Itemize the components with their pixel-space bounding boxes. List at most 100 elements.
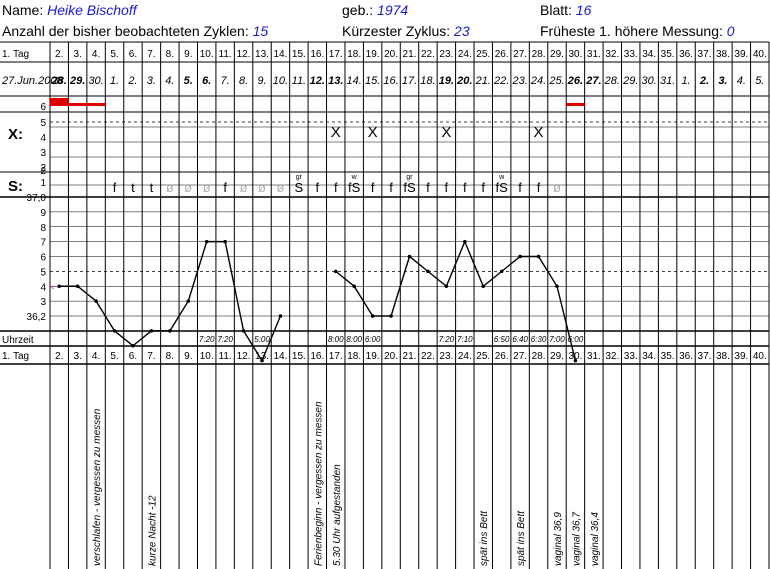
day-number-bottom: 21. [403, 351, 417, 362]
day-number-bottom: 31. [587, 351, 601, 362]
s-mark: f [389, 180, 393, 195]
time-value: 7:00 [549, 335, 565, 344]
date-cell: 24. [530, 75, 546, 87]
date-cell: 11. [292, 75, 306, 87]
date-cell: 4. [737, 75, 746, 87]
sheet-value: 16 [575, 2, 592, 18]
day-number: 3. [73, 49, 81, 60]
name-value: Heike Bischoff [47, 2, 137, 18]
s-mark: f [334, 180, 338, 195]
day-number: 37. [698, 49, 712, 60]
note-text: vaginal 36,9 [553, 512, 564, 566]
date-cell: 12. [310, 75, 325, 87]
time-value: 7:20 [439, 335, 455, 344]
day-number-bottom: 3. [73, 351, 81, 362]
day-number-bottom: 30. [568, 351, 582, 362]
day-number: 11. [219, 49, 232, 60]
day-number: 7. [147, 49, 155, 60]
x-level-label: 5 [40, 118, 46, 129]
sheet-field: Blatt: 16 [540, 2, 591, 18]
birth-label: geb.: [342, 2, 374, 18]
date-cell: 1. [110, 75, 119, 87]
date-cell: 30. [642, 75, 657, 87]
day-number-bottom: 2. [55, 351, 63, 362]
day-number: 17. [329, 49, 343, 60]
temp-point [389, 314, 393, 318]
earliest-measure-label: Früheste 1. höhere Messung: [540, 23, 723, 39]
temp-point [573, 358, 578, 363]
cycles-label: Anzahl der bisher beobachteten Zyklen: [2, 23, 249, 39]
date-cell: 6. [202, 75, 211, 87]
temp-point [131, 343, 135, 348]
day-number-bottom: 10. [200, 351, 214, 362]
sheet-label: Blatt: [540, 2, 572, 18]
date-cell: 15. [365, 75, 380, 87]
note-text: verschlafen - vergessen zu messen [92, 408, 103, 566]
temp-tick-label: 6 [40, 253, 46, 264]
earliest-measure-value: 0 [726, 23, 735, 39]
temp-line [335, 239, 577, 361]
day-number-bottom: 12. [237, 351, 251, 362]
note-text: spät ins Bett [479, 510, 490, 566]
temp-tick-label: 9 [40, 208, 46, 219]
day-number-bottom: 26. [495, 351, 509, 362]
date-cell: 28. [604, 75, 620, 87]
day-number: 21. [403, 49, 417, 60]
date-cell: 31. [660, 75, 675, 87]
temp-point [536, 254, 541, 259]
day-number-bottom: 22. [421, 351, 435, 362]
day-number: 19. [366, 49, 380, 60]
day-number: 14. [273, 49, 287, 60]
day-number-bottom: 5. [110, 351, 118, 362]
day-number-bottom: 15. [292, 351, 306, 362]
temp-point [223, 239, 227, 244]
s-mark: f [518, 180, 522, 195]
time-value: 6:50 [494, 335, 510, 344]
x-mark: X [331, 124, 341, 141]
temp-point [352, 284, 356, 289]
date-cell: 27. [585, 75, 601, 87]
date-cell: 10. [273, 75, 288, 87]
date-cell: 13. [328, 75, 343, 87]
s-mark: f [445, 180, 449, 195]
shortest-cycle-field: Kürzester Zyklus: 23 [342, 23, 470, 39]
birth-field: geb.: 1974 [342, 2, 408, 18]
day-number-bottom: 39. [734, 351, 748, 362]
birth-value: 1974 [377, 2, 409, 18]
s-mark: fS [348, 180, 361, 195]
temp-tick-label: 36,2 [27, 312, 47, 323]
temp-tick-label: 3 [40, 297, 46, 308]
temp-point [260, 358, 264, 363]
shortest-cycle-label: Kürzester Zyklus: [342, 23, 451, 39]
day-number-bottom: 34. [642, 351, 656, 362]
temp-tick-label: 5 [40, 267, 46, 278]
date-cell: 26. [567, 75, 583, 87]
note-text: Ferienbeginn - vergessen zu messen [313, 401, 324, 566]
day-row-label: 1. Tag [2, 49, 29, 60]
day-number-bottom: 36. [679, 351, 693, 362]
day-number: 29. [550, 49, 564, 60]
temp-point [555, 284, 559, 289]
time-value: 6:30 [531, 335, 547, 344]
s-mark: f [371, 180, 375, 195]
day-number: 23. [439, 49, 453, 60]
s-mark: f [316, 180, 320, 195]
bleeding-mark [68, 103, 87, 106]
s-mark: ø [553, 180, 561, 195]
day-number: 18. [347, 49, 361, 60]
bleeding-mark [86, 103, 106, 106]
time-value: 7:20 [217, 335, 233, 344]
day-number-bottom: 40. [753, 351, 767, 362]
day-number: 8. [166, 49, 174, 60]
time-value: 6:00 [365, 335, 381, 344]
s-mark: f [463, 180, 467, 195]
s-mark-superscript: gr [296, 174, 303, 181]
x-row-label: X: [8, 126, 23, 143]
day-number-bottom: 27. [513, 351, 527, 362]
time-value: 5:00 [254, 335, 270, 344]
date-cell: 20. [456, 75, 472, 87]
day-number: 28. [532, 49, 546, 60]
date-cell: 25. [548, 75, 564, 87]
temp-point [241, 329, 246, 333]
